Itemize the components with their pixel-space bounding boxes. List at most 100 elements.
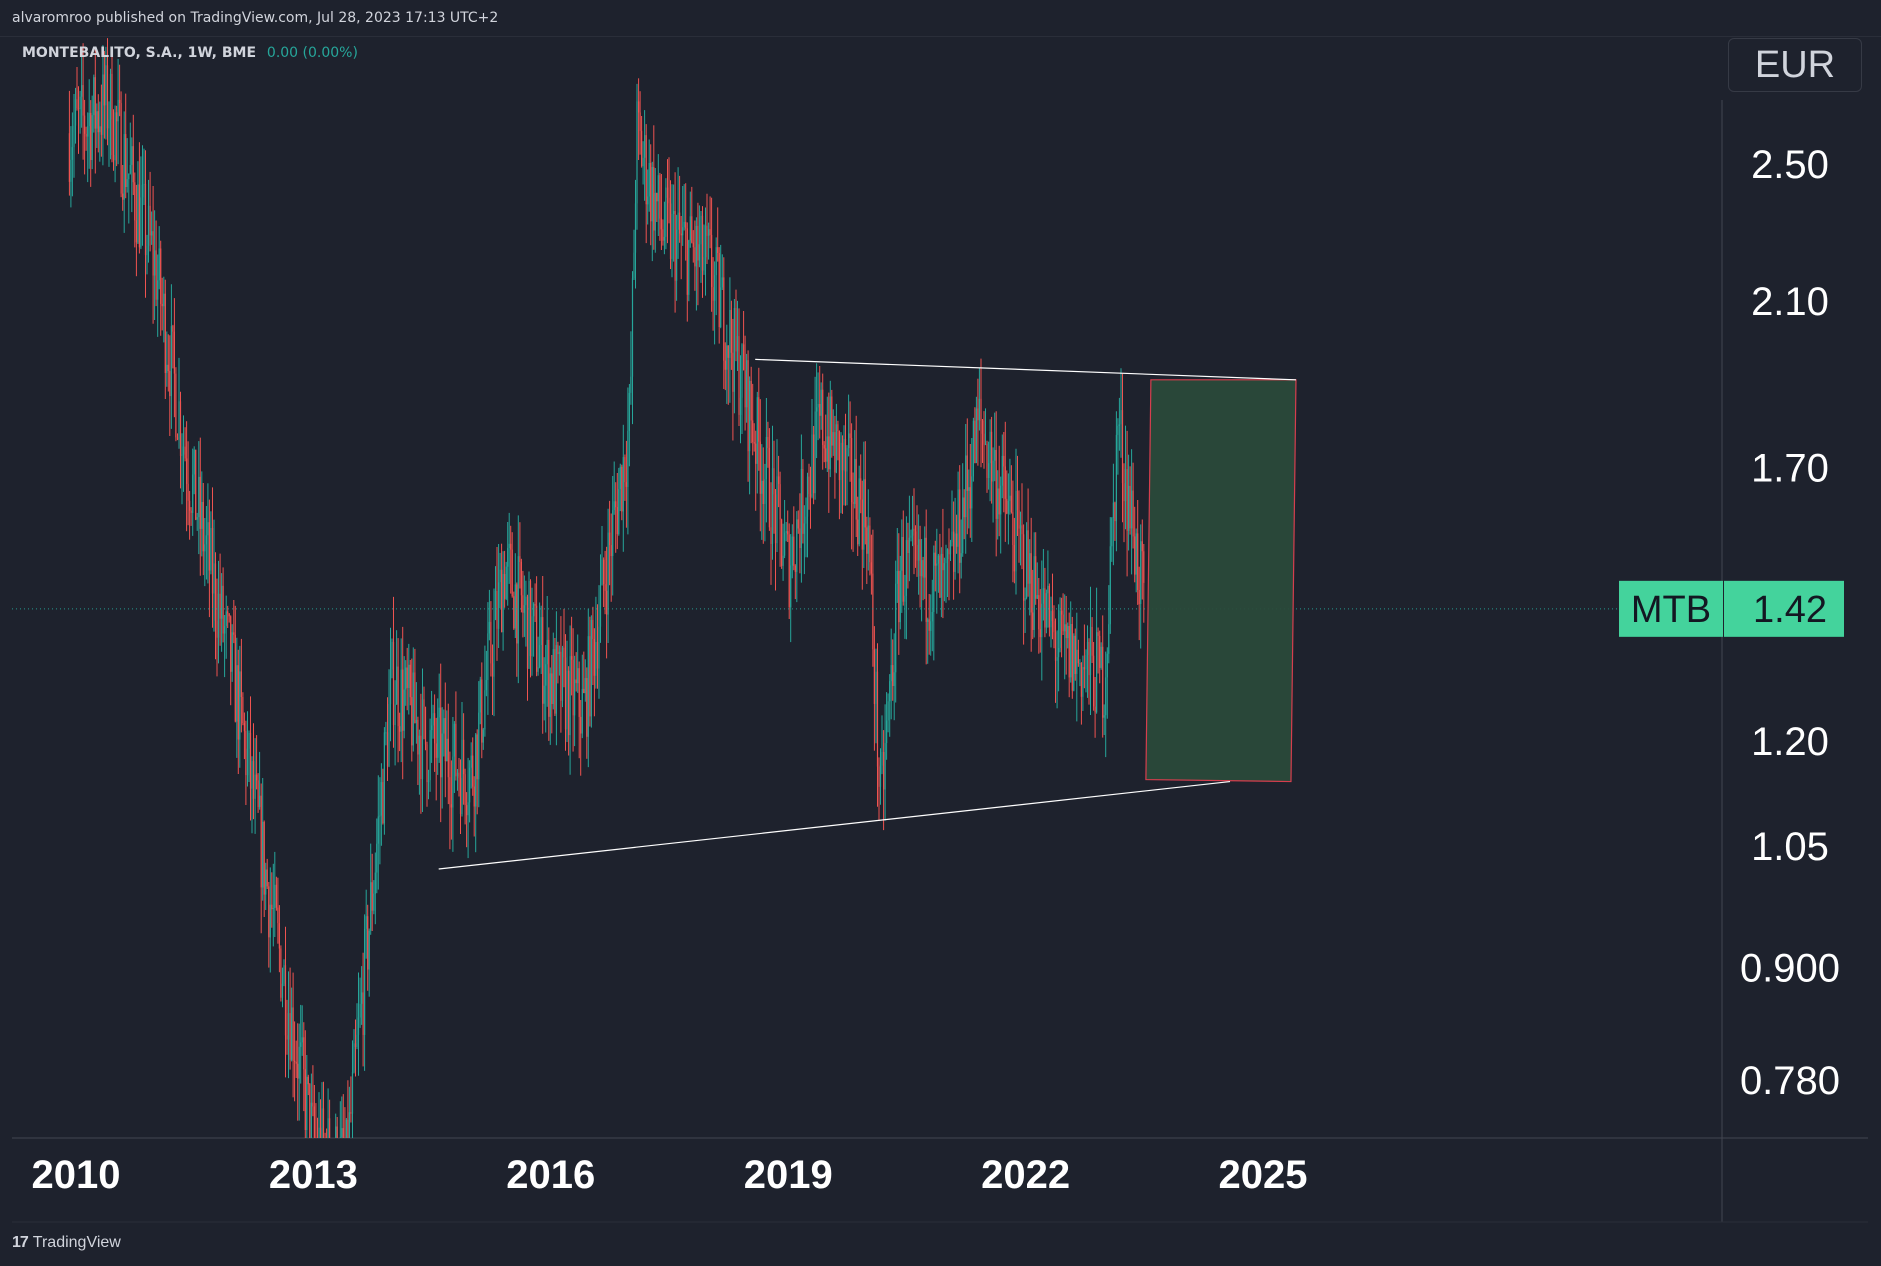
candle-body (429, 730, 431, 781)
candle-body (927, 619, 929, 622)
candle-body (746, 360, 748, 408)
candle-body (151, 231, 153, 236)
candle-body (878, 766, 880, 787)
candle-body (988, 463, 990, 478)
candle-body (566, 670, 568, 730)
candle-body (889, 681, 891, 702)
candle-body (977, 408, 979, 421)
candle-body (71, 147, 73, 160)
candle-body (837, 424, 839, 431)
candle-body (195, 449, 197, 520)
candle-body (612, 510, 614, 556)
candle-body (79, 96, 81, 110)
candle-body (936, 563, 938, 566)
candle-body (919, 539, 921, 577)
candle-body (312, 1102, 314, 1107)
candle-body (555, 645, 557, 714)
candle-body (256, 774, 258, 781)
candle-body (157, 280, 159, 300)
candle-body (648, 163, 650, 197)
candle-body (1102, 646, 1104, 718)
currency-button[interactable]: EUR (1728, 38, 1862, 92)
candle-body (90, 112, 92, 160)
candle-body (1042, 588, 1044, 604)
candle-body (254, 774, 256, 799)
candle-body (525, 596, 527, 606)
candle-body (108, 119, 110, 129)
candle-body (1099, 635, 1101, 668)
candle-body (959, 489, 961, 563)
candle-body (743, 344, 745, 371)
candle-body (325, 1140, 326, 1144)
candle-body (1074, 635, 1076, 674)
candle-body (956, 533, 958, 547)
candle-body (942, 553, 944, 571)
candle-body (1001, 455, 1003, 486)
candle-body (545, 664, 547, 686)
candle-body (144, 183, 147, 256)
candle-body (881, 752, 883, 766)
candle-body (773, 468, 775, 495)
candle-body (1070, 624, 1072, 678)
candle-body (166, 364, 168, 373)
candle-body (307, 1076, 309, 1085)
candle-body (561, 647, 564, 701)
candle-body (304, 1069, 306, 1130)
candle-body (1062, 614, 1064, 632)
candle-body (487, 633, 489, 680)
candle-body (925, 537, 927, 622)
candle-body (446, 738, 448, 762)
candle-body (464, 774, 466, 806)
candle-body (708, 229, 710, 236)
candle-body (671, 213, 673, 259)
candle-body (383, 732, 385, 824)
candle-body (733, 308, 735, 392)
candle-body (175, 373, 177, 438)
candle-body (354, 1043, 357, 1047)
candle-body (245, 731, 247, 776)
candle-body (726, 345, 728, 370)
candle-body (268, 886, 270, 938)
candle-body (82, 85, 84, 116)
candle-body (507, 548, 509, 567)
candle-body (930, 621, 932, 631)
candle-body (277, 907, 279, 924)
candle-body (542, 617, 544, 704)
candle-body (1131, 490, 1133, 529)
candle-body (660, 218, 662, 230)
candle-body (619, 466, 621, 490)
candle-body (1015, 491, 1017, 572)
candle-body (580, 716, 582, 734)
x-tick-label: 2019 (744, 1153, 833, 1197)
candle-body (291, 1007, 293, 1060)
candle-body (873, 649, 875, 704)
candle-body (418, 735, 420, 755)
candle-body (292, 1007, 294, 1061)
tradingview-logo[interactable]: 17 TradingView (12, 1234, 121, 1252)
candle-body (456, 772, 459, 777)
candle-body (759, 441, 761, 494)
candle-body (663, 236, 665, 241)
candle-body (669, 203, 672, 259)
candle-body (348, 1112, 350, 1138)
candle-body (458, 772, 460, 778)
candle-body (271, 904, 273, 910)
symbol-change: 0.00 (0.00%) (266, 45, 358, 61)
candle-body (898, 571, 900, 623)
candle-body (603, 559, 605, 585)
candle-body (893, 672, 895, 686)
candle-body (784, 532, 786, 556)
candle-body (74, 99, 77, 126)
candle-body (367, 916, 369, 970)
candle-body (201, 502, 203, 529)
candle-body (1006, 498, 1008, 514)
candle-body (303, 1037, 305, 1070)
candle-body (371, 882, 373, 911)
candle-body (364, 928, 366, 1035)
candle-body (105, 65, 107, 106)
candle-body (819, 404, 821, 416)
candle-body (339, 1137, 341, 1138)
candle-body (701, 215, 704, 271)
